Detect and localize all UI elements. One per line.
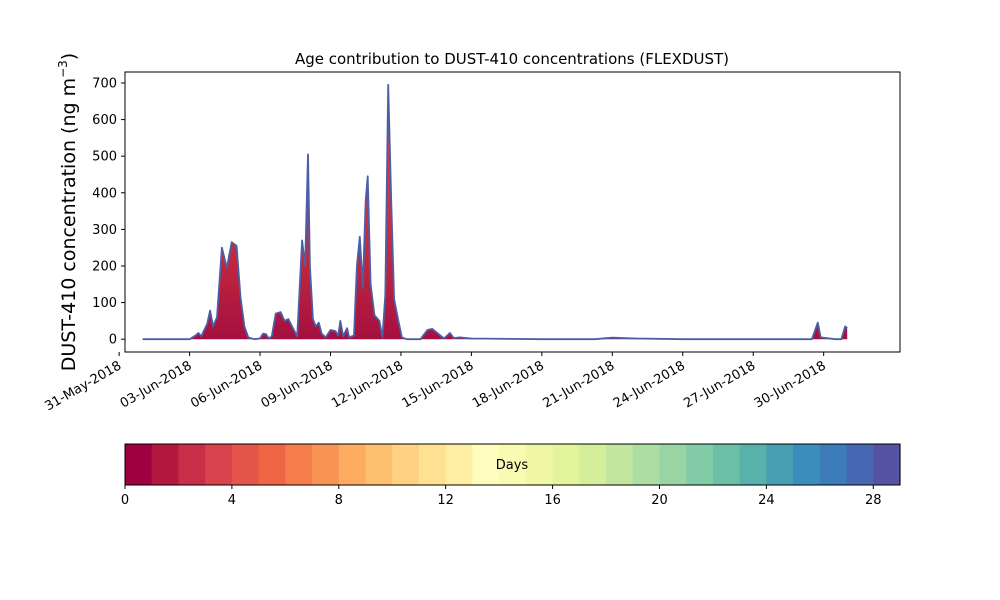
colorbar-cell [312, 444, 340, 485]
colorbar-tick-label: 12 [437, 493, 454, 508]
colorbar-cell [819, 444, 848, 485]
x-axis: 31-May-201803-Jun-201806-Jun-201809-Jun-… [42, 352, 829, 414]
colorbar-cell [686, 444, 714, 485]
y-tick-label: 700 [92, 76, 117, 91]
colorbar-tick-label: 24 [758, 493, 775, 508]
colorbar-tick-label: 20 [651, 493, 668, 508]
x-tick-label: 12-Jun-2018 [329, 358, 406, 411]
x-tick-label: 06-Jun-2018 [188, 358, 265, 411]
colorbar-cell [873, 444, 901, 485]
colorbar-cell [846, 444, 874, 485]
colorbar-cell [739, 444, 767, 485]
colorbar-cell [499, 444, 527, 485]
colorbar-cell [392, 444, 420, 485]
colorbar-frame [124, 443, 901, 486]
chart-title: Age contribution to DUST-410 concentrati… [295, 50, 729, 68]
y-tick-label: 200 [92, 259, 117, 274]
y-tick-label: 500 [92, 150, 117, 165]
colorbar-tick-label: 28 [865, 493, 882, 508]
y-tick-label: 300 [92, 223, 117, 238]
colorbar-cell [712, 444, 741, 485]
colorbar-cell [285, 444, 313, 485]
colorbar-cell [365, 444, 393, 485]
x-tick-label: 09-Jun-2018 [259, 358, 336, 411]
colorbar-cell [579, 444, 607, 485]
colorbar-cell [338, 444, 367, 485]
colorbar-cell [445, 444, 474, 485]
colorbar-cell [552, 444, 580, 485]
colorbar-cell [525, 444, 554, 485]
colorbar-cell [231, 444, 260, 485]
colorbar-ticks: 0 4 8 12 16 20 24 28 [121, 485, 882, 508]
y-axis-label: DUST-410 concentration (ng m−3) [56, 53, 80, 371]
colorbar-cell [659, 444, 687, 485]
colorbar-cell [125, 444, 153, 485]
colorbar-tick-label: 4 [228, 493, 236, 508]
colorbar: Days 0 4 8 12 16 20 24 28 [121, 443, 901, 508]
y-axis: 0 100 200 300 400 500 600 700 [92, 76, 125, 348]
colorbar-cell [606, 444, 634, 485]
colorbar-tick-label: 8 [335, 493, 343, 508]
x-tick-label: 30-Jun-2018 [752, 358, 829, 411]
colorbar-cell [632, 444, 661, 485]
y-tick-label: 0 [109, 333, 117, 348]
colorbar-cell [205, 444, 233, 485]
colorbar-label: Days [496, 458, 529, 473]
y-tick-label: 400 [92, 186, 117, 201]
colorbar-cell [258, 444, 286, 485]
plot-frame [124, 71, 901, 353]
x-tick-label: 31-May-2018 [42, 358, 124, 414]
x-tick-label: 15-Jun-2018 [400, 358, 477, 411]
x-tick-label: 27-Jun-2018 [681, 358, 758, 411]
x-tick-label: 03-Jun-2018 [118, 358, 195, 411]
colorbar-cell [793, 444, 821, 485]
plot-area: 0 100 200 300 400 500 600 700 31-May-201803-Jun… [42, 71, 901, 414]
dust-concentration-line [142, 83, 848, 341]
y-tick-label: 100 [92, 296, 117, 311]
y-tick-label: 600 [92, 113, 117, 128]
colorbar-cell [766, 444, 794, 485]
x-tick-label: 24-Jun-2018 [611, 358, 688, 411]
x-tick-label: 18-Jun-2018 [470, 358, 547, 411]
colorbar-cell [472, 444, 500, 485]
colorbar-cell [178, 444, 206, 485]
colorbar-cell [418, 444, 447, 485]
colorbar-tick-label: 16 [544, 493, 561, 508]
x-tick-label: 21-Jun-2018 [540, 358, 617, 411]
colorbar-tick-label: 0 [121, 493, 129, 508]
dust-concentration-area [142, 84, 848, 340]
colorbar-cell [151, 444, 180, 485]
